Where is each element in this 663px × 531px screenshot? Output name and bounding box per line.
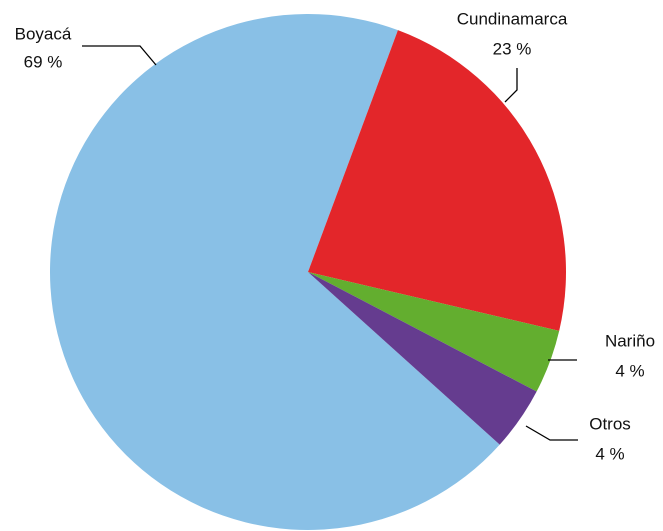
- slice-label: Boyacá: [15, 24, 72, 43]
- value-label: 4 %: [595, 444, 624, 463]
- slice-label: Cundinamarca: [457, 9, 568, 28]
- slice-label: Nariño: [605, 331, 655, 350]
- pie-slice: [308, 30, 566, 331]
- leader-line: [525, 425, 578, 441]
- value-label: 23 %: [493, 39, 532, 58]
- pie-slice: [308, 272, 560, 392]
- pie-slice: [49, 13, 500, 530]
- value-label: 4 %: [615, 361, 644, 380]
- pie: [49, 13, 566, 530]
- leader-line: [82, 45, 157, 66]
- value-label: 69 %: [24, 52, 63, 71]
- leader-line: [504, 68, 518, 103]
- slice-label: Otros: [589, 414, 631, 433]
- pie-slice: [308, 272, 537, 445]
